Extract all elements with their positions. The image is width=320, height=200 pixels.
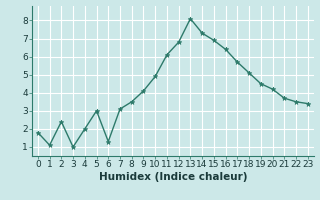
X-axis label: Humidex (Indice chaleur): Humidex (Indice chaleur): [99, 172, 247, 182]
